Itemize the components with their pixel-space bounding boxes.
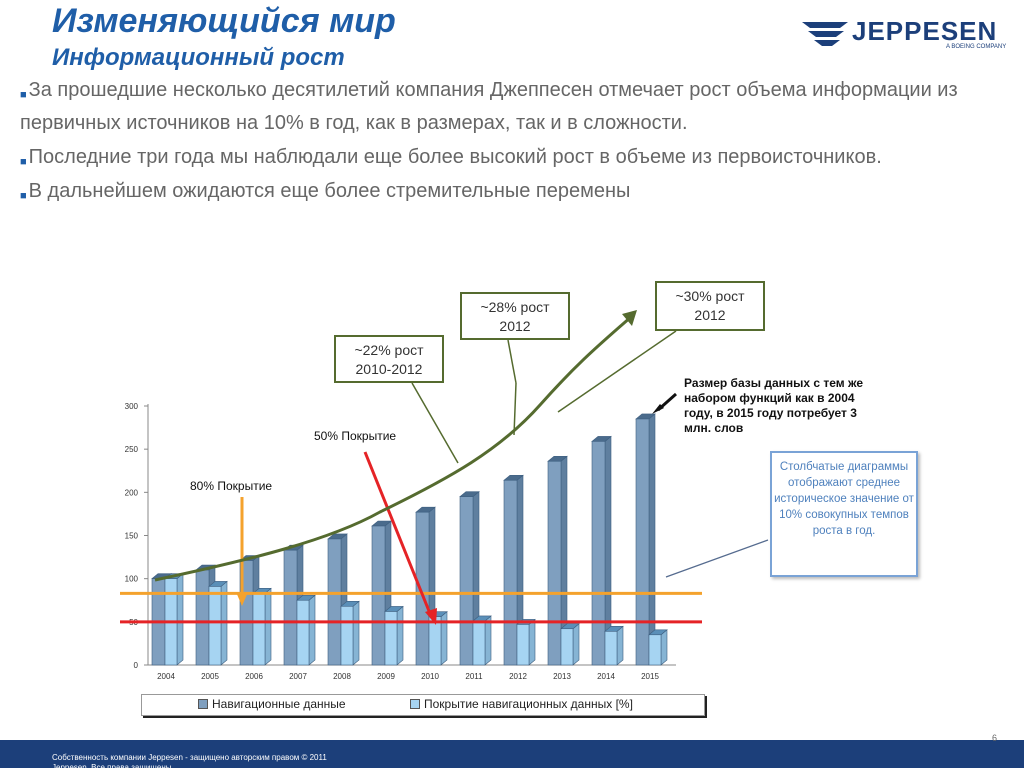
coverage-50-arrowhead (425, 608, 437, 625)
bullet-item: ■ За прошедшие несколько десятилетий комп… (20, 74, 1000, 140)
bullet-square-icon: ■ (20, 190, 27, 202)
bar-coverage (648, 629, 668, 666)
logo-wordmark: JEPPESEN (852, 16, 998, 46)
x-tick-label: 2010 (421, 672, 439, 681)
bar-coverage (428, 611, 448, 666)
bullet-text: В дальнейшем ожидаются еще более стремит… (28, 180, 631, 202)
jeppesen-logo: JEPPESEN A BOEING COMPANY (800, 14, 1010, 54)
bar-navigation-data (503, 474, 524, 666)
x-tick-label: 2013 (553, 672, 571, 681)
callout-28-growth: ~28% рост 2012 (460, 292, 570, 340)
x-tick-label: 2009 (377, 672, 395, 681)
page-number: 6 (992, 733, 998, 743)
bullet-text: Последние три года мы наблюдали еще боле… (28, 146, 882, 168)
footer-bar: Собственность компании Jeppesen - защище… (0, 740, 1024, 772)
legend-swatch-nav (198, 698, 208, 709)
page-title: Изменяющийся мир (52, 2, 396, 40)
copyright-text: Собственность компании Jeppesen - защище… (52, 753, 327, 772)
bullet-list: ■ За прошедшие несколько десятилетий комп… (20, 74, 1000, 208)
bar-coverage (516, 618, 536, 666)
bar-navigation-data (327, 533, 348, 666)
x-tick-label: 2006 (245, 672, 263, 681)
x-tick-label: 2014 (597, 672, 615, 681)
callout-22-pointer (411, 382, 459, 464)
bar-coverage (472, 615, 492, 666)
legend-label: Покрытие навигационных данных [%] (424, 697, 633, 711)
logo-swoosh-icon (802, 22, 848, 46)
bullet-square-icon: ■ (20, 89, 27, 101)
y-tick-label: 0 (134, 661, 139, 670)
bar-navigation-data (635, 413, 656, 666)
bullet-item: ■ В дальнейшем ожидаются еще более стреми… (20, 175, 1000, 208)
callout-text: ~22% рост (354, 342, 424, 358)
growth-curve-arrowhead (622, 310, 637, 326)
db-note-arrowhead (652, 404, 664, 414)
callout-22-growth: ~22% рост 2010-2012 (334, 335, 444, 383)
legend-item-coverage: Покрытие навигационных данных [%] (410, 697, 633, 711)
x-tick-label: 2004 (157, 672, 175, 681)
bar-coverage (164, 573, 184, 666)
x-tick-label: 2011 (465, 672, 483, 681)
callout-text: 2010-2012 (355, 361, 423, 377)
callout-text: 2012 (694, 307, 726, 323)
logo-tagline: A BOEING COMPANY (946, 44, 1007, 50)
bar-coverage (384, 605, 404, 666)
x-tick-label: 2015 (641, 672, 659, 681)
y-tick-label: 250 (125, 445, 139, 454)
bar-coverage (560, 623, 580, 666)
callout-text: ~28% рост (480, 299, 550, 315)
coverage-80-arrowhead (236, 592, 248, 606)
growth-curve (154, 314, 633, 582)
y-tick-label: 150 (125, 532, 139, 541)
coverage-50-label: 50% Покрытие (312, 429, 399, 443)
callout-28-pointer (507, 339, 517, 384)
y-tick-label: 100 (125, 575, 139, 584)
bullet-square-icon: ■ (20, 156, 27, 168)
bar-coverage (296, 594, 316, 666)
database-size-note: Размер базы данных с тем же набором функ… (684, 376, 864, 435)
coverage-50-arrow (363, 451, 433, 617)
x-tick-label: 2007 (289, 672, 307, 681)
bullet-text: За прошедшие несколько десятилетий компа… (20, 79, 958, 134)
callout-30-growth: ~30% рост 2012 (655, 281, 765, 331)
x-tick-label: 2008 (333, 672, 351, 681)
x-tick-label: 2012 (509, 672, 527, 681)
callout-28-pointer (513, 382, 517, 436)
bar-coverage (340, 600, 360, 666)
bar-coverage (252, 587, 272, 666)
legend-swatch-coverage (410, 698, 420, 709)
bar-explanation-note: Столбчатые диаграммы отображают среднее … (770, 451, 918, 577)
bar-coverage (604, 625, 624, 666)
y-tick-label: 200 (125, 488, 139, 497)
blue-note-pointer (665, 539, 769, 578)
page-subtitle: Информационный рост (52, 44, 345, 71)
legend-label: Навигационные данные (212, 697, 346, 711)
callout-text: 2012 (499, 318, 531, 334)
legend-item-nav: Навигационные данные (198, 697, 346, 711)
callout-text: ~30% рост (675, 288, 745, 304)
coverage-80-label: 80% Покрытие (188, 479, 275, 493)
bullet-item: ■ Последние три года мы наблюдали еще бол… (20, 141, 1000, 174)
x-tick-label: 2005 (201, 672, 219, 681)
y-tick-label: 300 (125, 402, 139, 411)
chart-legend: Навигационные данные Покрытие навигацион… (141, 694, 705, 716)
callout-30-pointer (557, 330, 677, 413)
bar-navigation-data (591, 435, 612, 666)
